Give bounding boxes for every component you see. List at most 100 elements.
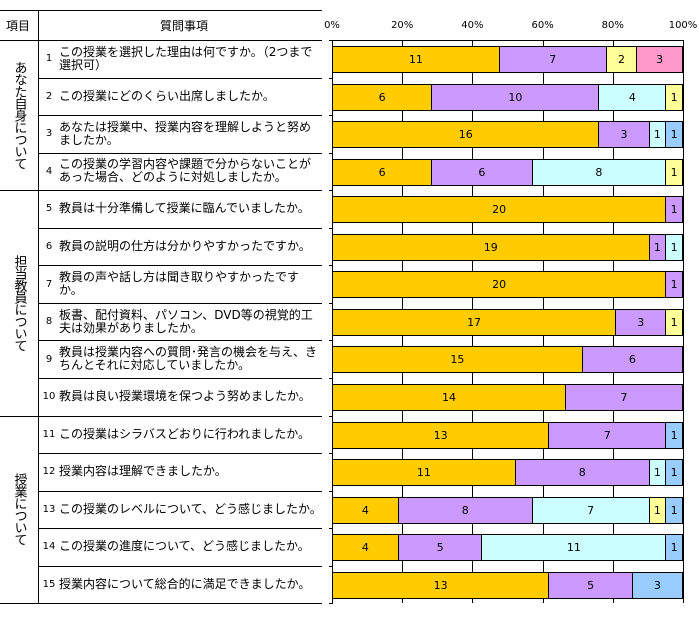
row-divider [38, 228, 322, 229]
question-number: 14 [42, 541, 56, 553]
y-tick [329, 153, 333, 154]
x-tick-label: 20% [391, 20, 414, 31]
question-number: 3 [45, 128, 53, 140]
row-divider [38, 115, 322, 116]
header-category: 項目 [6, 19, 31, 33]
bar-segment: 11 [332, 46, 500, 73]
bar-segment: 20 [332, 271, 667, 299]
bar-segment: 1 [666, 196, 683, 224]
row-divider [38, 378, 322, 379]
y-tick [329, 491, 333, 492]
y-tick [329, 340, 333, 341]
question-text: この授業を選択した理由は何ですか。（2つまで選択可） [59, 44, 313, 72]
x-tick-label: 60% [531, 20, 554, 31]
bar-segment: 4 [599, 83, 667, 111]
question-row: 3 あなたは授業中、授業内容を理解しようと努めましたか。 [42, 115, 322, 153]
y-tick [329, 528, 333, 529]
x-tick-label: 100% [668, 20, 698, 31]
bar-segment: 1 [666, 421, 683, 449]
question-text: 教員は良い授業環境を保つよう努めましたか。 [59, 389, 311, 404]
question-text: この授業の学習内容や課題で分からないことがあった場合、どのように対処しましたか。 [59, 157, 312, 185]
bar-segment: 15 [332, 346, 583, 374]
row-divider [38, 78, 322, 79]
question-text: 教員の声や話し方は聞き取りやすかったですか。 [59, 270, 300, 298]
question-row: 6 教員の説明の仕方は分かりやすかったですか。 [42, 228, 322, 266]
question-number: 1 [45, 53, 53, 65]
question-text: 板書、配付資料、パソコン、DVD等の視覚的工夫は効果がありましたか。 [59, 307, 313, 335]
question-number: 12 [42, 466, 56, 478]
question-number: 2 [45, 90, 53, 102]
row-divider [38, 190, 322, 191]
y-tick [329, 115, 333, 116]
bar-segment: 8 [515, 459, 650, 487]
bar-segment: 6 [432, 158, 533, 186]
bar-segment: 19 [332, 233, 650, 261]
header-question: 質問事項 [160, 19, 209, 33]
bar-segment: 3 [632, 571, 683, 599]
question-row: 9 教員は授業内容への質問･発言の機会を与え、きちんとそれに対応していましたか。 [42, 340, 322, 378]
y-tick [329, 78, 333, 79]
bar-segment: 11 [482, 534, 667, 562]
bar-segment: 5 [398, 534, 483, 562]
question-number: 6 [45, 241, 53, 253]
bar-segment: 7 [532, 496, 650, 524]
bar-segment: 3 [599, 121, 650, 149]
question-text: この授業の進度について、どう感じましたか。 [59, 539, 310, 554]
bar-segment: 14 [332, 383, 566, 411]
question-row: 15 授業内容について総合的に満足できましたか。 [42, 566, 322, 604]
bar-segment: 4 [332, 496, 399, 524]
y-tick [329, 416, 333, 417]
y-tick [329, 303, 333, 304]
question-text: この授業にどのくらい出席しましたか。 [59, 88, 275, 103]
bar-segment: 1 [666, 158, 683, 186]
row-divider [38, 303, 322, 304]
bar-segment: 1 [649, 459, 667, 487]
header-divider [0, 40, 322, 41]
bar-segment: 13 [332, 571, 550, 599]
bar-segment: 1 [666, 121, 683, 149]
bar-segment: 8 [532, 158, 667, 186]
bar-segment: 13 [332, 421, 550, 449]
question-row: 14 この授業の進度について、どう感じましたか。 [42, 528, 322, 566]
bar-segment: 1 [649, 496, 667, 524]
group-label: 授業について [11, 473, 27, 546]
bar-segment: 3 [637, 46, 683, 73]
y-tick [329, 190, 333, 191]
row-divider [38, 453, 322, 454]
question-number: 15 [42, 578, 56, 590]
row-divider [38, 491, 322, 492]
group-divider [0, 603, 322, 604]
question-row: 2 この授業にどのくらい出席しましたか。 [42, 78, 322, 116]
plot-top [332, 40, 683, 41]
bar-segment: 7 [549, 421, 667, 449]
row-divider [38, 153, 322, 154]
bar-segment: 2 [606, 46, 638, 73]
group-label: 担当教員について [11, 254, 27, 351]
x-tick-label: 40% [461, 20, 484, 31]
bar-segment: 6 [332, 158, 433, 186]
y-tick [329, 603, 333, 604]
bar-segment: 1 [666, 233, 683, 261]
question-text: 授業内容について総合的に満足できましたか。 [59, 576, 311, 591]
question-row: 5 教員は十分準備して授業に臨んでいましたか。 [42, 190, 322, 228]
bar-segment: 1 [666, 308, 683, 336]
group-label: あなた自身について [11, 61, 27, 170]
x-tick-label: 0% [324, 20, 340, 31]
bar-segment: 11 [332, 459, 516, 487]
y-tick [329, 40, 333, 41]
bar-segment: 7 [499, 46, 607, 73]
question-number: 8 [45, 316, 53, 328]
bar-segment: 16 [332, 121, 600, 149]
question-row: 11 この授業はシラバスどおりに行われましたか。 [42, 416, 322, 454]
question-text: 教員は授業内容への質問･発言の機会を与え、きちんとそれに対応していましたか。 [59, 345, 318, 373]
y-tick [329, 265, 333, 266]
question-text: あなたは授業中、授業内容を理解しようと努めましたか。 [59, 119, 312, 147]
bar-segment: 4 [332, 534, 399, 562]
bar-segment: 6 [332, 83, 433, 111]
question-text: この授業のレベルについて、どう感じましたか。 [59, 501, 322, 516]
y-tick [329, 566, 333, 567]
y-tick [329, 378, 333, 379]
bar-segment: 1 [649, 233, 667, 261]
question-row: 1 この授業を選択した理由は何ですか。（2つまで選択可） [42, 40, 322, 78]
